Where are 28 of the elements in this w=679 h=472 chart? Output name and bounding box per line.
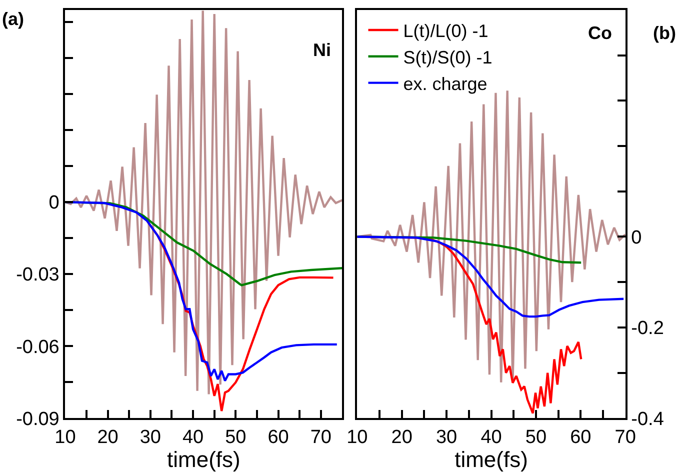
x-tick-label: 40 (182, 426, 204, 448)
y-tick-label: 0 (631, 227, 642, 248)
x-tick-label: 10 (346, 426, 368, 448)
x-tick-label: 20 (97, 426, 118, 448)
x-tick-label: 20 (391, 426, 412, 448)
legend-label: L(t)/L(0) -1 (403, 21, 488, 42)
x-axis-title: time(fs) (167, 447, 240, 472)
line-series (65, 10, 342, 396)
x-tick-label: 60 (268, 426, 289, 448)
legend-label: ex. charge (403, 74, 488, 94)
x-tick-label: 30 (436, 426, 458, 448)
x-tick-label: 70 (310, 426, 332, 448)
line-series (357, 236, 625, 318)
text: (a) (2, 9, 24, 29)
x-axis-title: time(fs) (454, 447, 528, 472)
x-tick-label: 50 (225, 426, 246, 448)
y-tick-label: -0.03 (16, 264, 60, 286)
x-tick-label: 50 (525, 426, 547, 448)
x-tick-label: 60 (570, 426, 592, 448)
y-tick-label: 0 (48, 192, 60, 214)
x-tick-label: 40 (480, 426, 502, 448)
y-tick-label: -0.06 (16, 336, 60, 358)
legend-label: S(t)/S(0) -1 (403, 47, 492, 68)
text: (b) (653, 23, 676, 43)
annotation: Ni (313, 40, 331, 60)
y-tick-label: -0.2 (631, 318, 664, 340)
x-tick-label: 30 (140, 426, 161, 448)
annotation: Co (588, 23, 612, 43)
